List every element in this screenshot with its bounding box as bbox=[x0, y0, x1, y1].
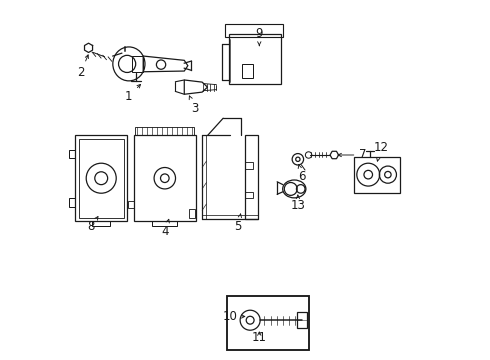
Bar bbox=[245, 192, 253, 198]
Bar bbox=[79, 139, 123, 217]
Bar bbox=[69, 150, 75, 158]
Text: 11: 11 bbox=[252, 331, 267, 344]
Bar bbox=[227, 296, 309, 350]
Bar bbox=[245, 162, 253, 169]
Text: 9: 9 bbox=[256, 27, 263, 46]
Bar bbox=[75, 135, 127, 221]
Bar bbox=[69, 198, 75, 207]
Bar bbox=[245, 135, 258, 219]
Bar bbox=[189, 208, 196, 217]
Bar bbox=[152, 221, 177, 226]
Bar bbox=[229, 33, 281, 84]
Bar bbox=[243, 64, 252, 78]
Text: 7: 7 bbox=[338, 148, 367, 162]
Bar bbox=[132, 56, 143, 72]
Text: 1: 1 bbox=[125, 85, 141, 103]
Text: 2: 2 bbox=[77, 55, 88, 79]
Bar bbox=[128, 201, 134, 208]
Text: 6: 6 bbox=[298, 165, 306, 183]
Text: 10: 10 bbox=[222, 310, 245, 323]
Text: 8: 8 bbox=[88, 217, 98, 233]
Bar bbox=[296, 312, 307, 328]
Bar bbox=[354, 157, 400, 193]
Text: 5: 5 bbox=[234, 214, 242, 233]
Bar bbox=[134, 135, 196, 221]
Text: 13: 13 bbox=[291, 195, 305, 212]
Bar bbox=[135, 127, 194, 135]
Bar bbox=[93, 221, 109, 226]
Text: 4: 4 bbox=[161, 219, 170, 238]
Bar bbox=[225, 23, 283, 37]
Text: 12: 12 bbox=[373, 141, 388, 161]
Text: 3: 3 bbox=[189, 96, 198, 115]
